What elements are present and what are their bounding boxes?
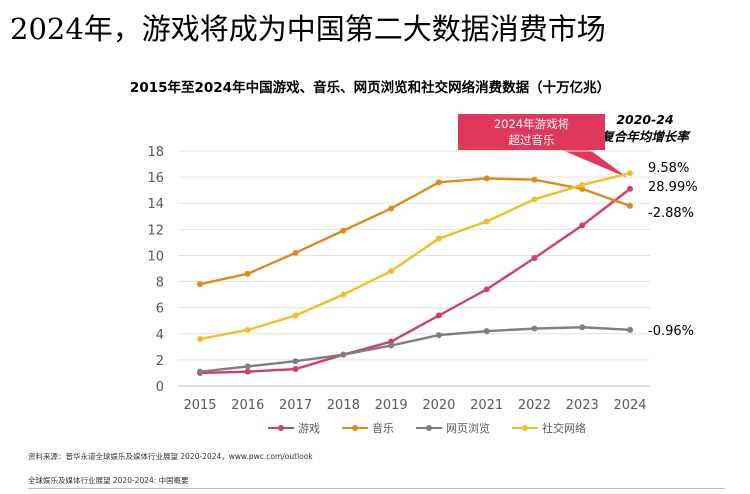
headline: 2024年，游戏将成为中国第二大数据消费市场 bbox=[10, 12, 606, 46]
y-tick-label: 4 bbox=[156, 328, 164, 343]
legend-label: 网页浏览 bbox=[446, 421, 490, 435]
y-tick-label: 0 bbox=[156, 380, 164, 395]
data-point bbox=[292, 312, 299, 319]
legend-marker bbox=[352, 425, 358, 431]
cagr-label: -2.88% bbox=[648, 206, 694, 221]
y-tick-label: 12 bbox=[147, 223, 164, 238]
data-point bbox=[627, 202, 633, 209]
legend-label: 社交网络 bbox=[542, 421, 586, 435]
data-point bbox=[483, 286, 490, 293]
legend-label: 游戏 bbox=[298, 422, 320, 435]
x-tick-label: 2024 bbox=[613, 398, 646, 413]
legend-label: 音乐 bbox=[372, 421, 394, 435]
cagr-title: 2020-24 复合年均增长率 bbox=[600, 111, 690, 145]
data-point bbox=[292, 249, 299, 256]
data-point bbox=[579, 324, 586, 331]
series-line bbox=[199, 187, 631, 375]
cagr-title-line2: 复合年均增长率 bbox=[601, 129, 689, 144]
legend-marker bbox=[522, 425, 528, 431]
data-point bbox=[244, 326, 251, 333]
x-tick-label: 2019 bbox=[375, 398, 408, 413]
series-line bbox=[199, 177, 631, 286]
data-point bbox=[531, 176, 538, 183]
data-point bbox=[435, 235, 442, 242]
data-point bbox=[340, 227, 347, 234]
data-point bbox=[244, 363, 251, 370]
data-point bbox=[340, 291, 347, 298]
data-point bbox=[340, 351, 347, 358]
data-point bbox=[244, 368, 251, 375]
y-tick-label: 18 bbox=[147, 145, 164, 160]
series-line bbox=[199, 326, 631, 373]
footer-note: 全球娱乐及媒体行业展望 2020-2024: 中国概要 bbox=[28, 476, 189, 485]
data-point bbox=[483, 175, 490, 182]
cagr-label: -0.96% bbox=[648, 324, 694, 339]
data-point bbox=[388, 268, 395, 275]
legend-marker bbox=[426, 425, 432, 431]
callout-pointer bbox=[562, 150, 628, 178]
x-tick-label: 2018 bbox=[327, 398, 360, 413]
data-point bbox=[197, 336, 203, 342]
x-tick-label: 2020 bbox=[422, 398, 455, 413]
cagr-label: 28.99% bbox=[648, 180, 698, 195]
x-tick-label: 2016 bbox=[231, 398, 264, 413]
data-point bbox=[197, 281, 203, 288]
chart-title: 2015年至2024年中国游戏、音乐、网页浏览和社交网络消费数据（十万亿兆） bbox=[129, 80, 611, 96]
data-point bbox=[292, 358, 299, 365]
source-note: 资料来源：普华永道全球娱乐及媒体行业展望 2020-2024，www.pwc.c… bbox=[28, 452, 313, 461]
data-point bbox=[197, 368, 203, 375]
callout-box: 2024年游戏将 超过音乐 bbox=[458, 114, 605, 150]
y-tick-label: 6 bbox=[156, 302, 164, 317]
y-tick-label: 16 bbox=[147, 171, 164, 186]
series-line bbox=[199, 172, 631, 341]
data-point bbox=[388, 342, 395, 349]
cagr-title-line1: 2020-24 bbox=[616, 112, 674, 127]
data-point bbox=[483, 328, 490, 335]
data-point bbox=[531, 325, 538, 332]
data-point bbox=[531, 196, 538, 203]
data-point bbox=[435, 179, 442, 186]
data-point bbox=[627, 185, 633, 192]
y-tick-label: 14 bbox=[147, 197, 164, 212]
callout-line2: 超过音乐 bbox=[508, 133, 555, 147]
data-point bbox=[579, 181, 586, 188]
data-point bbox=[483, 218, 490, 225]
legend-marker bbox=[278, 425, 284, 431]
data-point bbox=[435, 332, 442, 339]
data-point bbox=[627, 326, 633, 333]
x-tick-label: 2023 bbox=[566, 398, 599, 413]
y-tick-label: 8 bbox=[156, 276, 164, 291]
callout-line1: 2024年游戏将 bbox=[493, 117, 570, 131]
data-point bbox=[292, 366, 299, 373]
data-point bbox=[627, 170, 633, 177]
x-tick-label: 2015 bbox=[183, 398, 216, 413]
data-point bbox=[531, 255, 538, 262]
data-point bbox=[579, 222, 586, 229]
data-point bbox=[244, 270, 251, 277]
x-tick-label: 2017 bbox=[279, 398, 312, 413]
data-point bbox=[388, 205, 395, 212]
x-tick-label: 2021 bbox=[470, 398, 503, 413]
x-tick-label: 2022 bbox=[518, 398, 551, 413]
y-tick-label: 2 bbox=[156, 354, 164, 369]
y-tick-label: 10 bbox=[147, 249, 164, 264]
footer-divider bbox=[28, 488, 725, 489]
data-point bbox=[435, 312, 442, 319]
cagr-label: 9.58% bbox=[648, 161, 689, 176]
